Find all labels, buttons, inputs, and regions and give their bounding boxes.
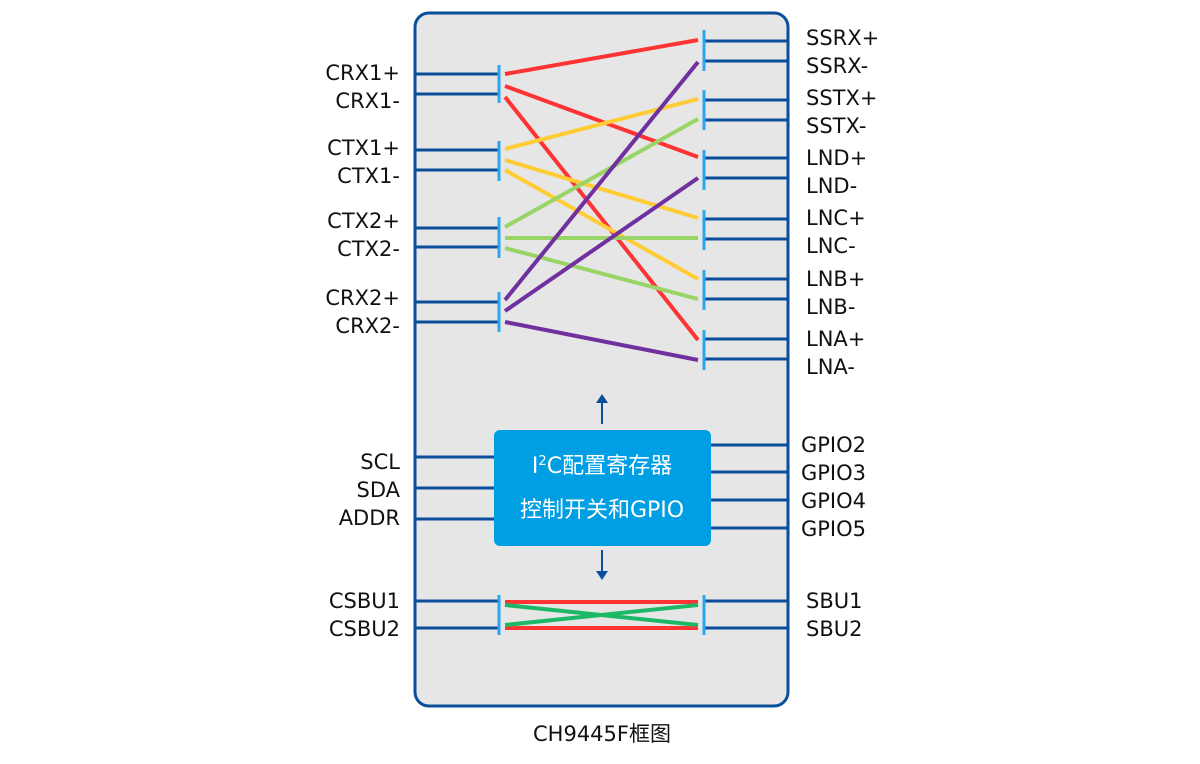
purple-mux-route — [503, 60, 700, 302]
pin-label: LND+ — [806, 146, 867, 170]
pin-label: SSRX+ — [806, 26, 879, 50]
pin-label: LNB+ — [806, 267, 865, 291]
control-block-line1: I2C配置寄存器 — [532, 454, 672, 479]
pin-label: LNA- — [806, 355, 855, 379]
pin-label: LNC- — [806, 234, 856, 258]
pin-label: LNA+ — [806, 327, 865, 351]
pin-label: GPIO2 — [801, 433, 866, 457]
pin-label: CRX2+ — [325, 286, 400, 310]
sbu-cross-route — [504, 603, 699, 627]
pin-label: LND- — [806, 174, 857, 198]
purple-mux-route — [504, 320, 699, 362]
control-block-line2: 控制开关和GPIO — [520, 498, 684, 523]
arrow-down-icon — [596, 550, 608, 580]
yellow-mux-route — [504, 97, 699, 151]
pin-label: SBU2 — [806, 617, 862, 641]
pin-label: SSRX- — [806, 54, 868, 78]
pin-label: CTX1+ — [327, 136, 400, 160]
green-mux-route — [504, 117, 699, 229]
pin-label: CTX2+ — [327, 209, 400, 233]
pin-label: CRX2- — [335, 314, 400, 338]
pin-label: SSTX+ — [806, 86, 877, 110]
purple-mux-route — [503, 176, 700, 313]
pin-label: CSBU2 — [329, 617, 400, 641]
green-mux-route — [504, 246, 699, 301]
pin-label: CRX1+ — [325, 61, 400, 85]
pin-label: LNB- — [806, 295, 855, 319]
i2c-control-block — [494, 430, 711, 546]
arrow-up-icon — [596, 394, 608, 424]
red-mux-route — [503, 95, 700, 342]
pin-label: CRX1- — [335, 89, 400, 113]
pin-label: SBU1 — [806, 589, 862, 613]
yellow-mux-route — [504, 158, 699, 220]
pin-label: GPIO3 — [801, 461, 866, 485]
pin-label: CSBU1 — [329, 589, 400, 613]
yellow-mux-route — [504, 168, 699, 281]
pin-label: GPIO4 — [801, 489, 866, 513]
diagram-caption: CH9445F框图 — [533, 722, 671, 746]
pin-label: GPIO5 — [801, 517, 866, 541]
pin-label: CTX2- — [337, 237, 400, 261]
pin-label: ADDR — [339, 506, 400, 530]
pin-label: SCL — [360, 450, 400, 474]
pin-label: SSTX- — [806, 114, 866, 138]
pin-label: SDA — [357, 478, 401, 502]
pin-label: CTX1- — [337, 164, 400, 188]
red-mux-route — [504, 84, 699, 159]
red-mux-route — [504, 38, 699, 76]
pin-label: LNC+ — [806, 206, 866, 230]
